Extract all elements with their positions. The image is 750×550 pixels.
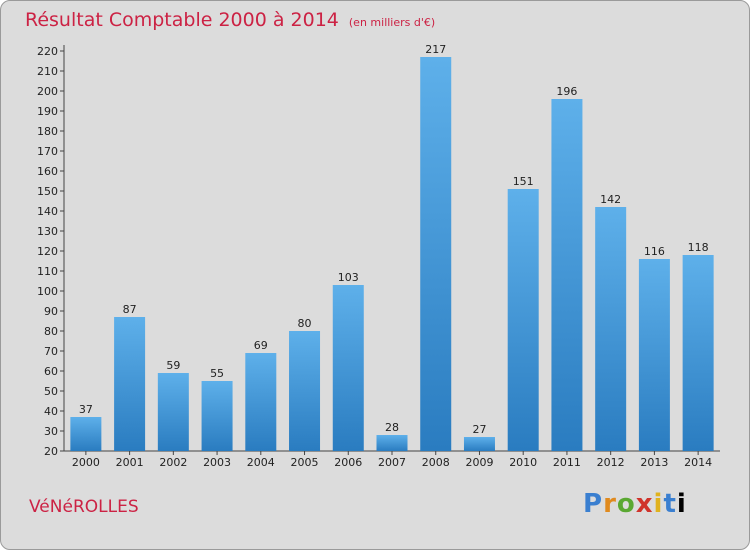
chart-title: Résultat Comptable 2000 à 2014 (en millie… — [25, 9, 435, 31]
x-tick-label: 2007 — [378, 456, 406, 469]
bar-2003 — [201, 381, 233, 451]
x-tick-label: 2004 — [247, 456, 275, 469]
bar-2010 — [507, 189, 539, 451]
commune-name: VéNéROLLES — [29, 497, 139, 517]
x-tick-label: 2001 — [116, 456, 144, 469]
bar-value-label: 80 — [298, 317, 312, 330]
y-tick-label: 60 — [44, 365, 58, 378]
x-tick-label: 2008 — [422, 456, 450, 469]
y-tick-label: 220 — [37, 45, 58, 58]
y-tick-label: 150 — [37, 185, 58, 198]
bar-2009 — [463, 437, 495, 451]
bar-2013 — [638, 259, 670, 451]
y-tick-label: 30 — [44, 425, 58, 438]
bar-value-label: 151 — [513, 175, 534, 188]
x-tick-label: 2011 — [553, 456, 581, 469]
bar-2011 — [551, 99, 583, 451]
x-tick-label: 2003 — [203, 456, 231, 469]
x-tick-label: 2012 — [597, 456, 625, 469]
bar-value-label: 55 — [210, 367, 224, 380]
y-tick-label: 110 — [37, 265, 58, 278]
bar-value-label: 87 — [123, 303, 137, 316]
bar-2014 — [682, 255, 714, 451]
x-tick-label: 2009 — [465, 456, 493, 469]
title-main: Résultat Comptable 2000 à 2014 — [25, 9, 339, 31]
bar-2004 — [245, 353, 277, 451]
bar-2000 — [70, 417, 102, 451]
title-subtitle: (en milliers d'€) — [348, 16, 436, 29]
y-tick-label: 160 — [37, 165, 58, 178]
bar-value-label: 103 — [338, 271, 359, 284]
bar-2007 — [376, 435, 408, 451]
bar-value-label: 37 — [79, 403, 93, 416]
x-tick-label: 2000 — [72, 456, 100, 469]
bar-value-label: 59 — [166, 359, 180, 372]
y-tick-label: 210 — [37, 65, 58, 78]
proxiti-logo: Proxiti — [583, 489, 687, 519]
y-tick-label: 80 — [44, 325, 58, 338]
y-tick-label: 200 — [37, 85, 58, 98]
bar-2012 — [595, 207, 627, 451]
y-tick-label: 130 — [37, 225, 58, 238]
x-tick-label: 2002 — [159, 456, 187, 469]
bar-value-label: 28 — [385, 421, 399, 434]
bar-value-label: 142 — [600, 193, 621, 206]
bar-value-label: 118 — [688, 241, 709, 254]
bar-2008 — [420, 57, 452, 451]
x-tick-label: 2010 — [509, 456, 537, 469]
y-tick-label: 180 — [37, 125, 58, 138]
y-tick-label: 190 — [37, 105, 58, 118]
y-tick-label: 90 — [44, 305, 58, 318]
x-tick-label: 2006 — [334, 456, 362, 469]
x-tick-label: 2005 — [291, 456, 319, 469]
bar-2001 — [114, 317, 146, 451]
y-tick-label: 100 — [37, 285, 58, 298]
bar-2005 — [289, 331, 321, 451]
y-tick-label: 70 — [44, 345, 58, 358]
y-tick-label: 140 — [37, 205, 58, 218]
x-tick-label: 2013 — [640, 456, 668, 469]
bar-value-label: 116 — [644, 245, 665, 258]
bar-value-label: 69 — [254, 339, 268, 352]
bar-2002 — [157, 373, 189, 451]
y-tick-label: 40 — [44, 405, 58, 418]
bar-value-label: 196 — [556, 85, 577, 98]
y-tick-label: 20 — [44, 445, 58, 458]
x-tick-label: 2014 — [684, 456, 712, 469]
y-tick-label: 170 — [37, 145, 58, 158]
y-tick-label: 50 — [44, 385, 58, 398]
bar-2006 — [332, 285, 364, 451]
bar-value-label: 217 — [425, 43, 446, 56]
bar-value-label: 27 — [472, 423, 486, 436]
y-tick-label: 120 — [37, 245, 58, 258]
